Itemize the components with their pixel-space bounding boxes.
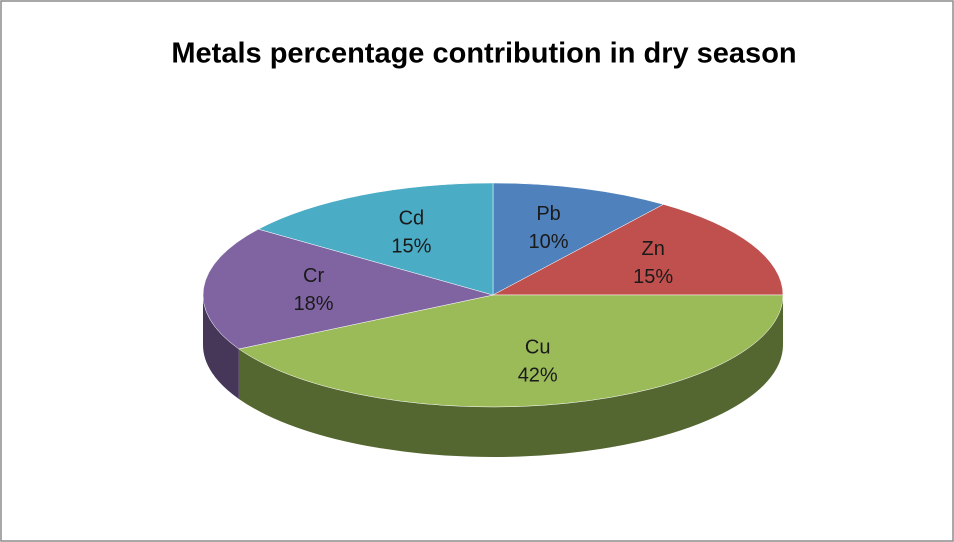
slice-label: Zn <box>642 238 665 260</box>
value-label: 18% <box>294 293 334 315</box>
slice <box>238 294 784 408</box>
slice-label: Cu <box>525 337 551 359</box>
slice <box>202 228 494 350</box>
slice-side <box>203 295 239 399</box>
value-label: 15% <box>391 235 431 257</box>
slice <box>492 204 784 296</box>
slice-side <box>238 295 783 458</box>
slice <box>492 182 665 296</box>
slice-label: Cd <box>399 207 425 229</box>
slice-label: Pb <box>536 203 560 225</box>
value-label: 15% <box>633 266 673 288</box>
value-label: 42% <box>518 365 558 387</box>
slice-label: Cr <box>303 265 324 287</box>
value-label: 10% <box>529 231 569 253</box>
slice <box>257 182 494 296</box>
chart-title: Metals percentage contribution in dry se… <box>171 38 796 70</box>
